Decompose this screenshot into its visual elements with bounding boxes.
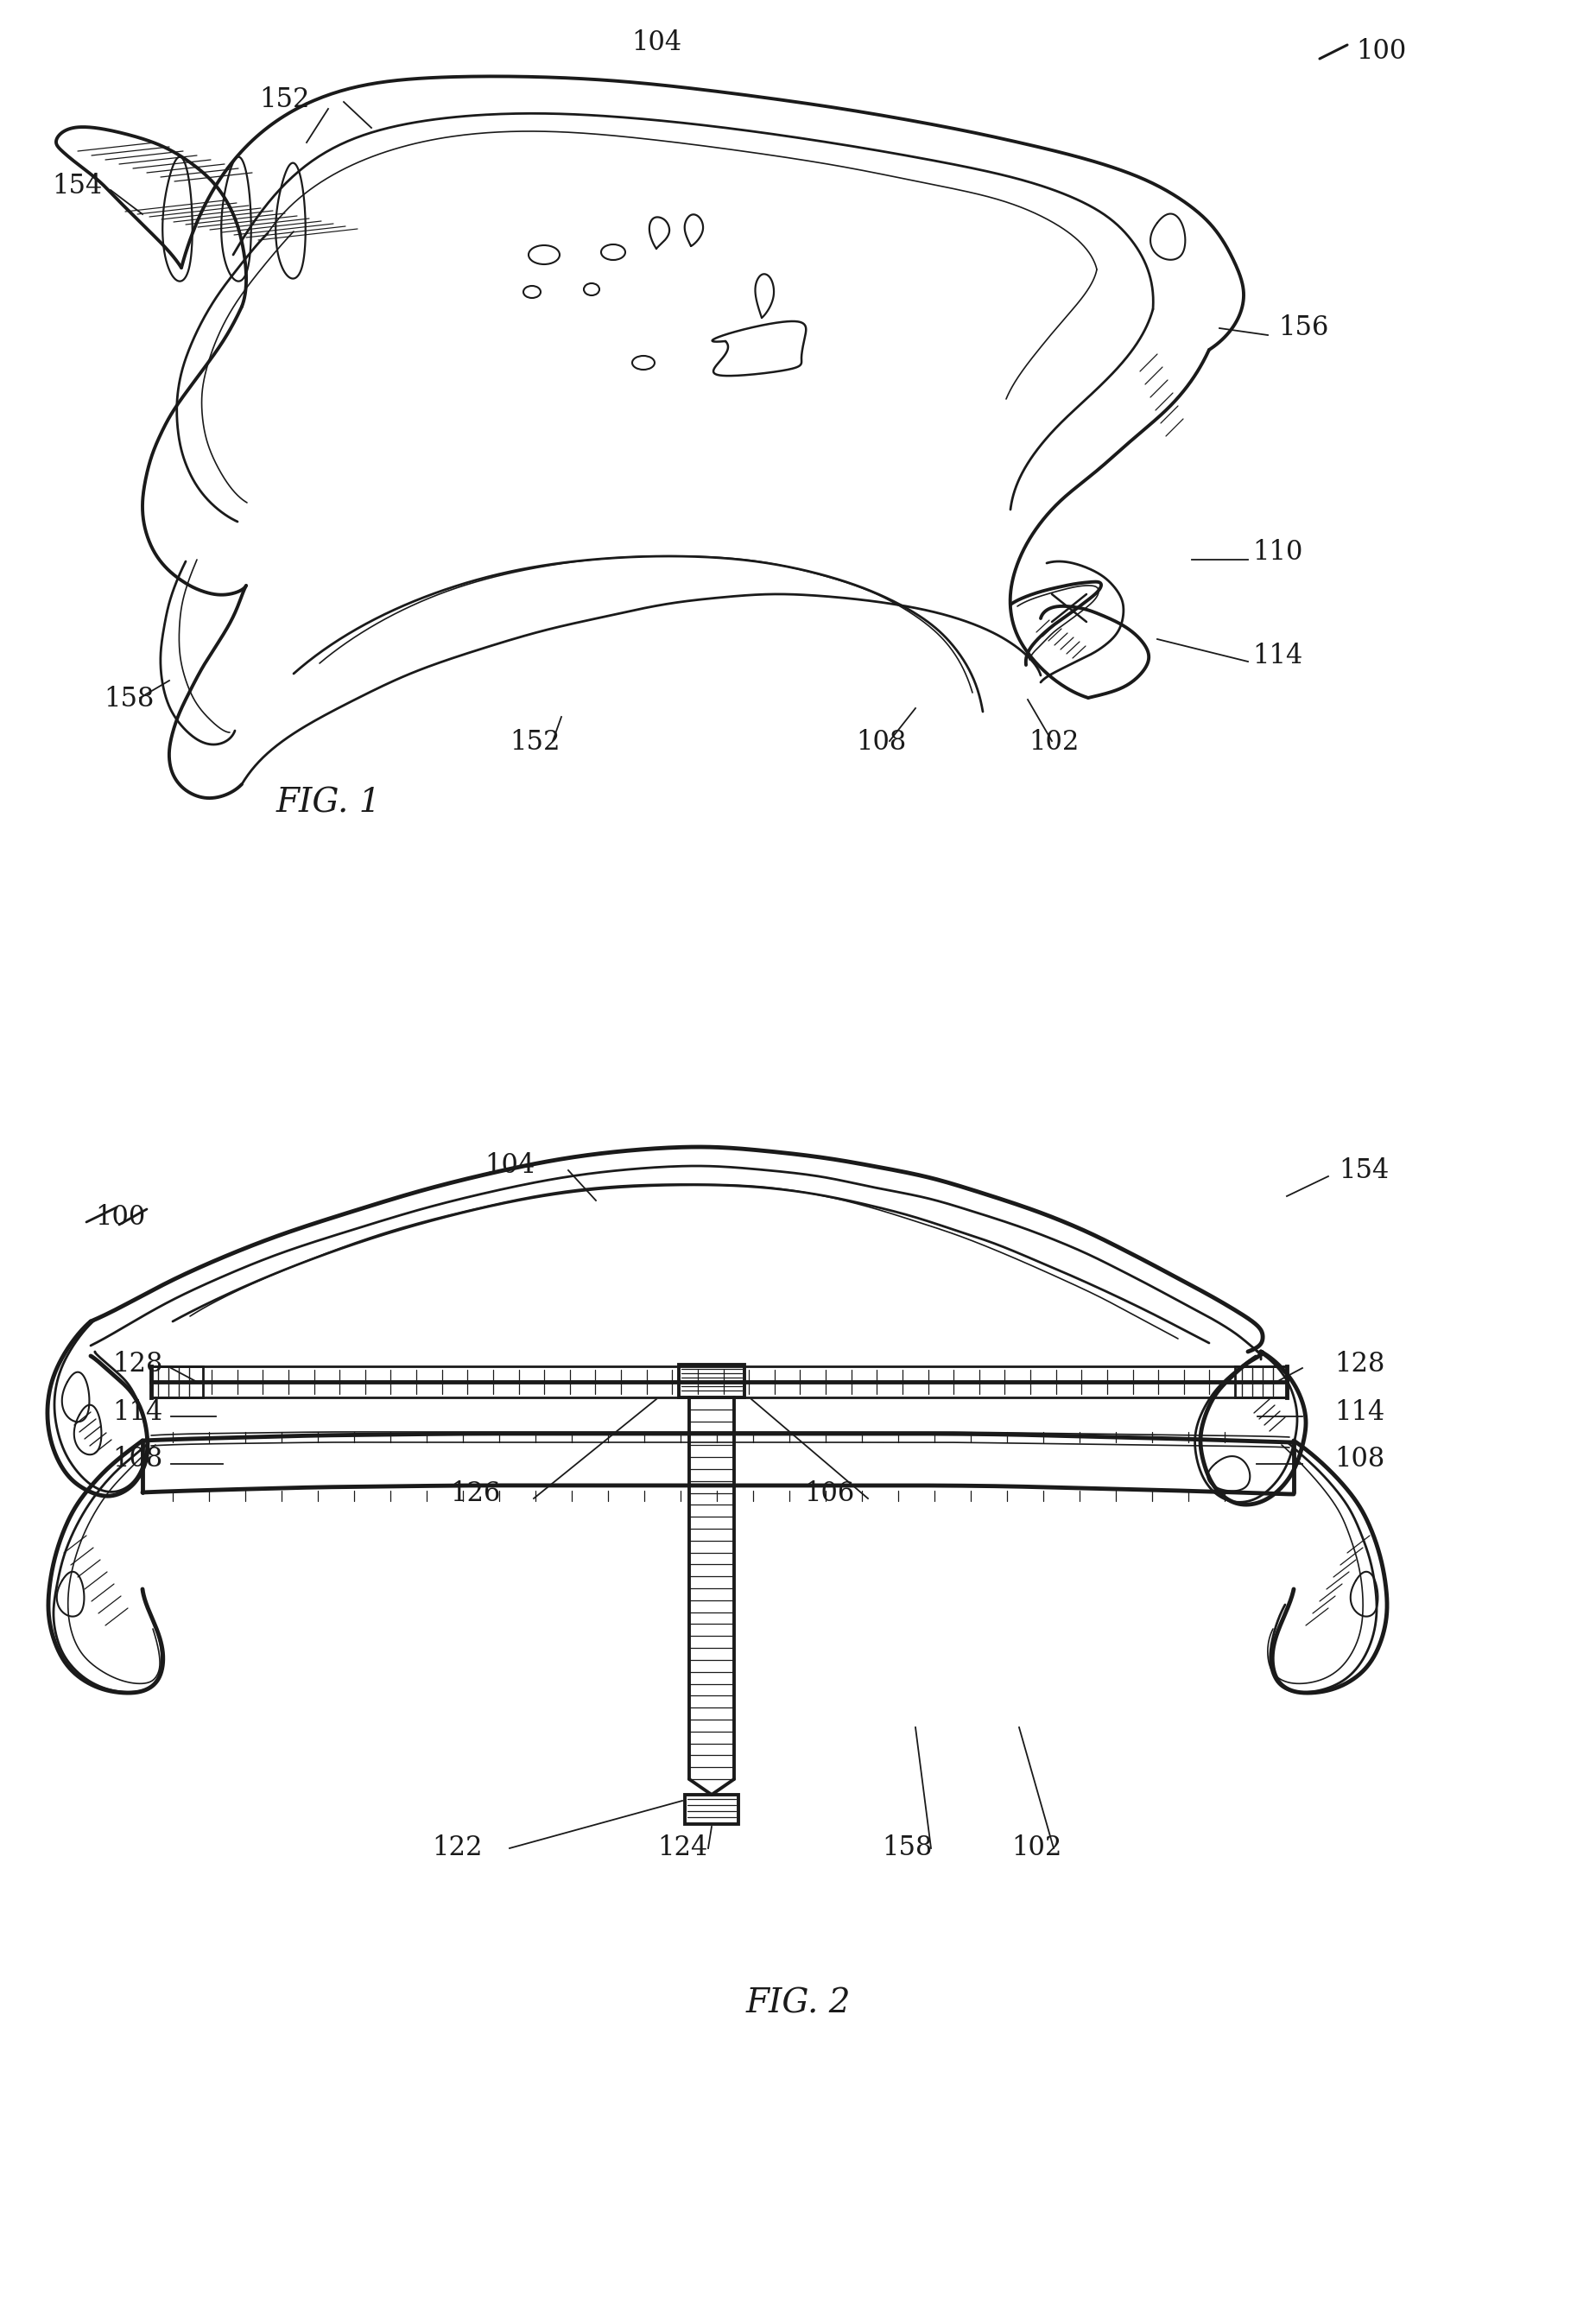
Text: 128: 128 bbox=[1334, 1351, 1385, 1379]
Text: 102: 102 bbox=[1012, 1836, 1061, 1861]
Text: 108: 108 bbox=[855, 729, 907, 756]
Bar bbox=[152, 1367, 203, 1397]
Text: 102: 102 bbox=[1028, 729, 1079, 756]
Bar bbox=[685, 1794, 739, 1824]
Text: 154: 154 bbox=[1339, 1158, 1389, 1183]
Text: 152: 152 bbox=[260, 85, 310, 113]
Text: FIG. 2: FIG. 2 bbox=[745, 1988, 851, 2020]
Text: 154: 154 bbox=[51, 173, 102, 198]
Text: 108: 108 bbox=[112, 1446, 163, 1474]
Text: 108: 108 bbox=[1334, 1446, 1385, 1474]
Text: FIG. 1: FIG. 1 bbox=[276, 786, 381, 819]
Text: 114: 114 bbox=[1253, 643, 1302, 669]
Text: 114: 114 bbox=[1334, 1400, 1385, 1425]
Text: 124: 124 bbox=[658, 1836, 707, 1861]
Text: 100: 100 bbox=[96, 1204, 145, 1231]
Text: 152: 152 bbox=[511, 729, 560, 756]
Bar bbox=[678, 1365, 744, 1397]
Text: 128: 128 bbox=[112, 1351, 163, 1379]
Text: 114: 114 bbox=[112, 1400, 163, 1425]
Text: 122: 122 bbox=[433, 1836, 484, 1861]
Text: 126: 126 bbox=[450, 1480, 500, 1508]
Text: 100: 100 bbox=[1357, 39, 1406, 65]
Text: 158: 158 bbox=[881, 1836, 932, 1861]
Text: 104: 104 bbox=[485, 1153, 535, 1178]
Text: 110: 110 bbox=[1253, 540, 1302, 567]
Text: 106: 106 bbox=[804, 1480, 854, 1508]
Text: 158: 158 bbox=[104, 687, 155, 713]
Text: 156: 156 bbox=[1278, 316, 1328, 341]
Bar bbox=[1235, 1367, 1286, 1397]
Text: 104: 104 bbox=[632, 30, 681, 58]
